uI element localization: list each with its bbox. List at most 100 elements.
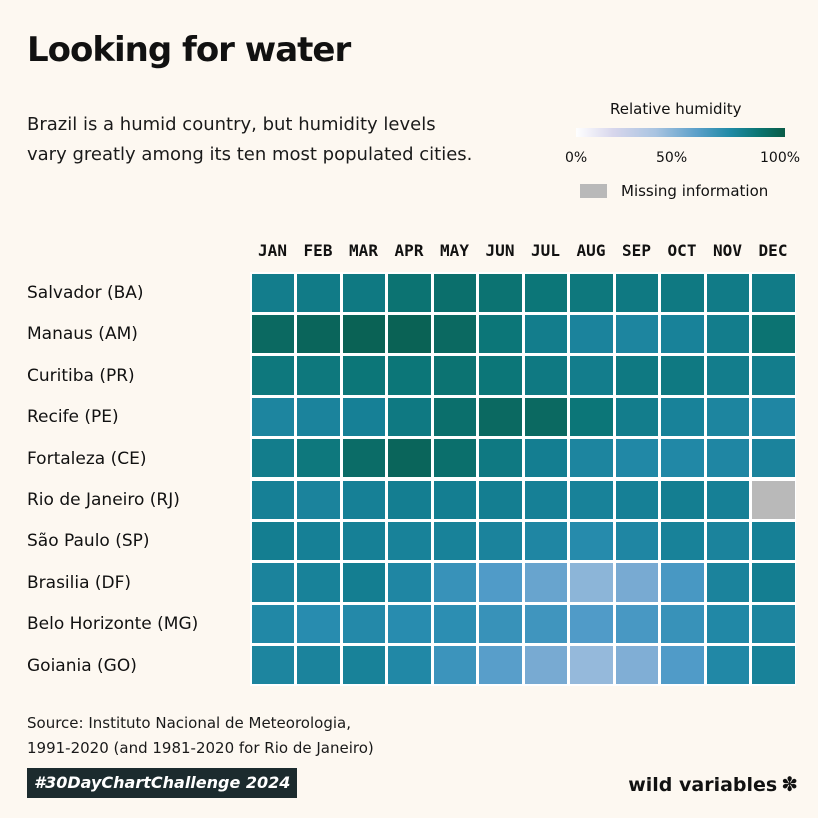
heatmap-cell <box>615 356 658 395</box>
city-label: Manaus (AM) <box>27 324 138 345</box>
heatmap-cell <box>342 521 385 561</box>
heatmap-cell <box>615 439 658 478</box>
heatmap-cell <box>752 646 795 685</box>
missing-swatch <box>580 184 607 198</box>
heatmap-cell <box>524 521 567 561</box>
heatmap-cell <box>570 273 613 312</box>
heatmap-cell <box>706 314 749 354</box>
heatmap-cell <box>570 604 613 644</box>
legend-missing-label: Missing information <box>621 182 769 200</box>
heatmap-cell <box>433 314 476 354</box>
heatmap-cell <box>433 397 476 437</box>
city-label: Rio de Janeiro (RJ) <box>27 490 180 510</box>
heatmap-cell <box>661 563 704 602</box>
heatmap-cell <box>251 439 294 478</box>
heatmap-cell <box>297 314 340 354</box>
city-label: Goiania (GO) <box>27 655 137 676</box>
city-label: Salvador (BA) <box>27 283 144 303</box>
heatmap-cell <box>388 604 431 644</box>
heatmap-cell <box>615 273 658 312</box>
legend-missing: Missing information <box>580 182 768 200</box>
heatmap-cell <box>570 397 613 437</box>
legend-tick-0: 0% <box>565 150 588 166</box>
heatmap-cell <box>706 604 749 644</box>
heatmap-cell <box>251 356 294 395</box>
heatmap-cell <box>388 314 431 354</box>
heatmap-cell <box>251 314 294 354</box>
heatmap-grid <box>250 272 796 686</box>
heatmap-cell <box>433 356 476 395</box>
heatmap-cell <box>342 480 385 519</box>
heatmap-cell <box>661 439 704 478</box>
heatmap-cell <box>570 480 613 519</box>
heatmap-cell <box>433 604 476 644</box>
city-label: Belo Horizonte (MG) <box>27 614 199 635</box>
heatmap-cell <box>479 646 522 685</box>
heatmap-cell <box>615 314 658 354</box>
heatmap-cell <box>388 563 431 602</box>
heatmap-cell <box>342 397 385 437</box>
heatmap-cell <box>388 480 431 519</box>
heatmap-cell <box>570 521 613 561</box>
page-title: Looking for water <box>27 30 351 70</box>
heatmap-cell <box>342 604 385 644</box>
month-label-sep: SEP <box>622 241 651 260</box>
month-label-apr: APR <box>394 241 424 260</box>
heatmap-cell <box>433 480 476 519</box>
heatmap-cell <box>251 480 294 519</box>
heatmap-cell <box>433 521 476 561</box>
heatmap-cell <box>524 273 567 312</box>
month-label-jun: JUN <box>485 241 515 260</box>
heatmap-cell <box>297 521 340 561</box>
heatmap-cell <box>388 356 431 395</box>
heatmap-cell <box>524 604 567 644</box>
subtitle: Brazil is a humid country, but humidity … <box>27 114 473 165</box>
city-label: Curitiba (PR) <box>27 365 135 386</box>
heatmap-cell <box>297 604 340 644</box>
city-label: Recife (PE) <box>27 407 119 428</box>
heatmap-cell <box>524 439 567 478</box>
month-label-oct: OCT <box>667 241 697 260</box>
challenge-badge: #30DayChartChallenge 2024 <box>27 768 298 798</box>
heatmap-cell <box>615 521 658 561</box>
heatmap-cell <box>297 273 340 312</box>
heatmap-cell <box>752 356 795 395</box>
source-line-2: 1991-2020 (and 1981-2020 for Rio de Jane… <box>27 739 374 757</box>
heatmap-cell <box>251 646 294 685</box>
heatmap-cell <box>661 273 704 312</box>
heatmap-cell <box>388 273 431 312</box>
month-label-may: MAY <box>440 241 469 260</box>
heatmap-cell <box>342 563 385 602</box>
legend-title: Relative humidity <box>610 100 742 118</box>
heatmap-cell <box>661 314 704 354</box>
heatmap-cell <box>479 563 522 602</box>
heatmap-cell <box>524 563 567 602</box>
heatmap-cell <box>342 356 385 395</box>
heatmap-cell <box>479 273 522 312</box>
month-label-aug: AUG <box>576 241 606 260</box>
heatmap-cell <box>342 314 385 354</box>
heatmap-cell <box>752 314 795 354</box>
heatmap-cell <box>479 356 522 395</box>
heatmap-cell <box>570 314 613 354</box>
heatmap-cell <box>706 480 749 519</box>
heatmap-cell <box>388 646 431 685</box>
heatmap-cell <box>706 273 749 312</box>
heatmap-cell <box>661 397 704 437</box>
heatmap-cell <box>297 480 340 519</box>
heatmap-cell <box>706 646 749 685</box>
heatmap-cell <box>706 397 749 437</box>
heatmap-cell <box>297 356 340 395</box>
month-label-jan: JAN <box>258 241 287 260</box>
heatmap-cell <box>479 314 522 354</box>
heatmap-cell <box>752 604 795 644</box>
heatmap-cell <box>297 397 340 437</box>
heatmap-cell <box>388 439 431 478</box>
city-label: São Paulo (SP) <box>27 531 150 552</box>
month-label-feb: FEB <box>303 241 333 260</box>
month-label-jul: JUL <box>531 241 560 260</box>
heatmap-cell <box>251 273 294 312</box>
heatmap-cell <box>342 646 385 685</box>
heatmap-cell <box>433 273 476 312</box>
heatmap-cell <box>524 480 567 519</box>
